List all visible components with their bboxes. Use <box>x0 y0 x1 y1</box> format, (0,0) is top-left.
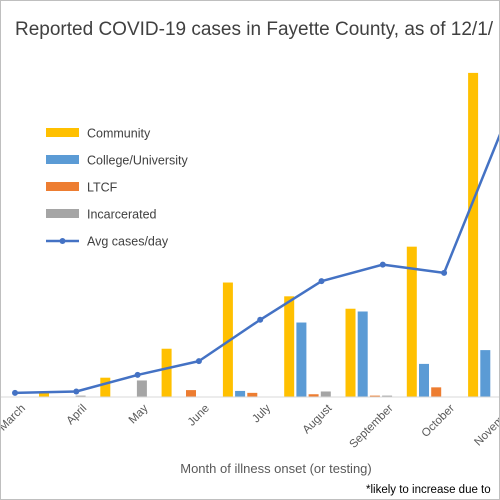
x-tick-march: March <box>1 402 28 433</box>
legend-label-avg-cases-day: Avg cases/day <box>87 234 169 248</box>
line-point-june <box>195 358 202 365</box>
legend-label-community: Community <box>87 126 151 140</box>
bar-community-september <box>345 308 356 397</box>
legend-swatch-community <box>46 128 79 137</box>
line-point-october <box>441 269 448 276</box>
bar-incarcerated-august <box>320 391 331 397</box>
bar-college-university-october <box>419 363 429 397</box>
bar-ltcf-october <box>431 387 442 397</box>
legend-swatch-college-university <box>46 155 79 164</box>
line-point-august <box>318 278 325 285</box>
legend-swatch-incarcerated <box>46 209 79 218</box>
bar-college-university-november <box>480 350 491 397</box>
x-tick-april: April <box>65 402 90 427</box>
x-tick-october: October <box>420 402 458 440</box>
bar-community-october <box>406 246 417 397</box>
bar-community-july <box>222 282 233 397</box>
line-point-april <box>73 388 80 395</box>
legend-label-college-university: College/University <box>87 153 188 167</box>
bar-community-may <box>100 377 111 397</box>
bar-incarcerated-may <box>136 380 147 397</box>
line-point-september <box>379 261 386 268</box>
bar-college-university-september <box>357 311 368 397</box>
line-layer <box>12 133 499 396</box>
bar-community-april <box>39 391 49 397</box>
bar-ltcf-july <box>247 392 258 397</box>
legend: Community College/University LTCF Incarcera… <box>46 126 188 248</box>
x-tick-august: August <box>301 402 335 436</box>
bars-layer <box>39 72 491 397</box>
line-point-may <box>134 371 141 378</box>
bar-college-university-july <box>235 390 246 397</box>
legend-label-incarcerated: Incarcerated <box>87 207 157 221</box>
bar-ltcf-august <box>308 394 319 397</box>
line-point-july <box>257 316 264 323</box>
chart-title: Reported COVID-19 cases in Fayette Count… <box>15 19 494 40</box>
bar-incarcerated-september <box>382 395 393 397</box>
legend-swatch-avg-cases-day <box>46 238 79 244</box>
bar-community-june <box>161 348 172 397</box>
line-point-march <box>12 389 18 396</box>
bar-incarcerated-april <box>75 395 86 397</box>
bar-community-november <box>468 72 479 397</box>
x-tick-may: May <box>127 402 151 426</box>
bar-college-university-august <box>296 322 307 397</box>
legend-swatch-ltcf <box>46 182 79 191</box>
x-tick-november: November <box>472 402 500 448</box>
x-tick-july: July <box>250 402 273 425</box>
x-axis-label: Month of illness onset (or testing) <box>180 461 371 476</box>
bar-ltcf-september <box>369 395 380 397</box>
footnote: *likely to increase due to <box>366 484 491 496</box>
bar-ltcf-june <box>186 390 196 397</box>
legend-label-ltcf: LTCF <box>87 180 118 194</box>
bar-community-august <box>284 296 295 397</box>
x-tick-labels: March April May June July August September Octo… <box>1 402 500 451</box>
x-tick-june: June <box>186 402 212 428</box>
x-tick-september: September <box>347 402 395 450</box>
